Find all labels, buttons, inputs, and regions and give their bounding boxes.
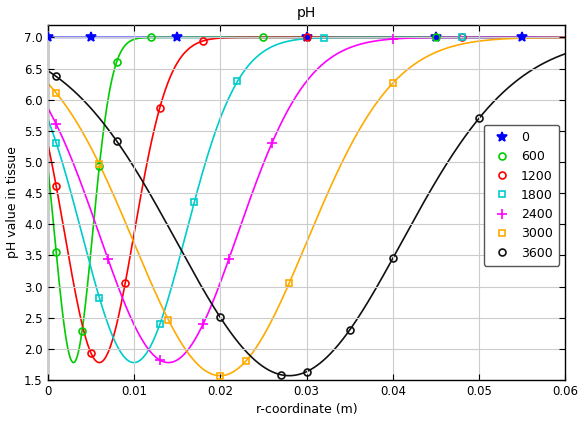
2400 xyxy=(105,257,112,262)
0 xyxy=(44,35,51,40)
1800 xyxy=(234,79,241,84)
1200 xyxy=(303,35,310,40)
1800 xyxy=(458,35,465,40)
3600 xyxy=(390,256,397,261)
1800 xyxy=(96,295,103,300)
Line: 600: 600 xyxy=(53,34,439,334)
0 xyxy=(519,35,526,40)
600 xyxy=(79,328,86,333)
1200 xyxy=(53,184,60,189)
1200 xyxy=(157,105,164,110)
3000 xyxy=(217,373,224,378)
1200 xyxy=(200,38,207,43)
600 xyxy=(433,35,440,40)
3000 xyxy=(242,358,249,363)
3600 xyxy=(53,74,60,79)
3600 xyxy=(277,372,284,377)
3600 xyxy=(346,327,353,333)
X-axis label: r-coordinate (m): r-coordinate (m) xyxy=(256,403,357,417)
Legend: 0, 600, 1200, 1800, 2400, 3000, 3600: 0, 600, 1200, 1800, 2400, 3000, 3600 xyxy=(484,125,559,266)
1800 xyxy=(157,322,164,327)
3000 xyxy=(96,162,103,167)
600 xyxy=(113,60,120,65)
600 xyxy=(53,250,60,255)
3000 xyxy=(390,81,397,86)
2400 xyxy=(157,357,164,362)
3600 xyxy=(475,116,482,121)
2400 xyxy=(269,141,276,146)
0 xyxy=(87,35,94,40)
3600 xyxy=(303,369,310,374)
3000 xyxy=(165,317,172,322)
1200 xyxy=(458,35,465,40)
2400 xyxy=(53,122,60,127)
600 xyxy=(260,35,267,40)
Line: 3000: 3000 xyxy=(53,80,397,379)
Y-axis label: pH value in tissue: pH value in tissue xyxy=(6,146,19,258)
1200 xyxy=(87,350,94,355)
Title: pH: pH xyxy=(297,5,316,19)
1200 xyxy=(122,280,129,285)
3600 xyxy=(217,315,224,320)
Line: 1800: 1800 xyxy=(53,34,465,328)
2400 xyxy=(200,322,207,327)
0 xyxy=(433,35,440,40)
3000 xyxy=(286,281,293,286)
Line: 0: 0 xyxy=(43,32,527,42)
1800 xyxy=(191,200,198,205)
1800 xyxy=(53,141,60,146)
0 xyxy=(303,35,310,40)
3600 xyxy=(113,138,120,143)
3000 xyxy=(53,90,60,95)
Line: 2400: 2400 xyxy=(51,34,398,365)
Line: 3600: 3600 xyxy=(53,73,482,378)
600 xyxy=(96,163,103,168)
600 xyxy=(148,35,155,40)
2400 xyxy=(390,36,397,41)
1800 xyxy=(320,35,327,40)
2400 xyxy=(225,257,232,262)
0 xyxy=(173,35,180,40)
Line: 1200: 1200 xyxy=(53,34,465,356)
